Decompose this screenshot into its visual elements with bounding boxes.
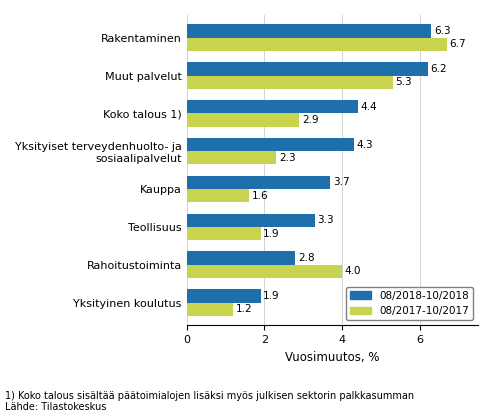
Bar bbox=[187, 38, 447, 51]
Text: 1.9: 1.9 bbox=[263, 228, 280, 238]
Text: 2.8: 2.8 bbox=[298, 253, 315, 263]
Legend: 08/2018-10/2018, 08/2017-10/2017: 08/2018-10/2018, 08/2017-10/2017 bbox=[346, 287, 473, 320]
Bar bbox=[187, 265, 342, 278]
Text: 1) Koko talous sisältää päätoimialojen lisäksi myös julkisen sektorin palkkasumm: 1) Koko talous sisältää päätoimialojen l… bbox=[5, 391, 414, 401]
Bar bbox=[187, 290, 260, 302]
Text: 5.3: 5.3 bbox=[395, 77, 412, 87]
Text: 3.3: 3.3 bbox=[317, 215, 334, 225]
Bar bbox=[187, 214, 315, 227]
Text: 1.6: 1.6 bbox=[251, 191, 268, 201]
Bar bbox=[187, 25, 431, 38]
Text: 4.4: 4.4 bbox=[360, 102, 377, 112]
Text: 4.3: 4.3 bbox=[356, 140, 373, 150]
Text: 1.9: 1.9 bbox=[263, 291, 280, 301]
Text: Lähde: Tilastokeskus: Lähde: Tilastokeskus bbox=[5, 402, 106, 412]
Bar bbox=[187, 151, 276, 164]
Text: 1.2: 1.2 bbox=[236, 304, 253, 314]
Bar bbox=[187, 100, 357, 114]
Bar bbox=[187, 138, 353, 151]
Bar bbox=[187, 189, 249, 202]
Bar bbox=[187, 302, 233, 316]
Bar bbox=[187, 62, 427, 76]
Text: 2.9: 2.9 bbox=[302, 115, 318, 125]
Text: 3.7: 3.7 bbox=[333, 178, 350, 188]
Text: 6.2: 6.2 bbox=[430, 64, 447, 74]
Text: 2.3: 2.3 bbox=[279, 153, 295, 163]
Bar bbox=[187, 176, 330, 189]
Text: 6.7: 6.7 bbox=[450, 40, 466, 50]
Text: 6.3: 6.3 bbox=[434, 26, 451, 36]
Bar bbox=[187, 227, 260, 240]
Bar bbox=[187, 114, 299, 126]
X-axis label: Vuosimuutos, %: Vuosimuutos, % bbox=[285, 351, 380, 364]
Bar bbox=[187, 76, 392, 89]
Text: 4.0: 4.0 bbox=[345, 266, 361, 276]
Bar bbox=[187, 252, 295, 265]
